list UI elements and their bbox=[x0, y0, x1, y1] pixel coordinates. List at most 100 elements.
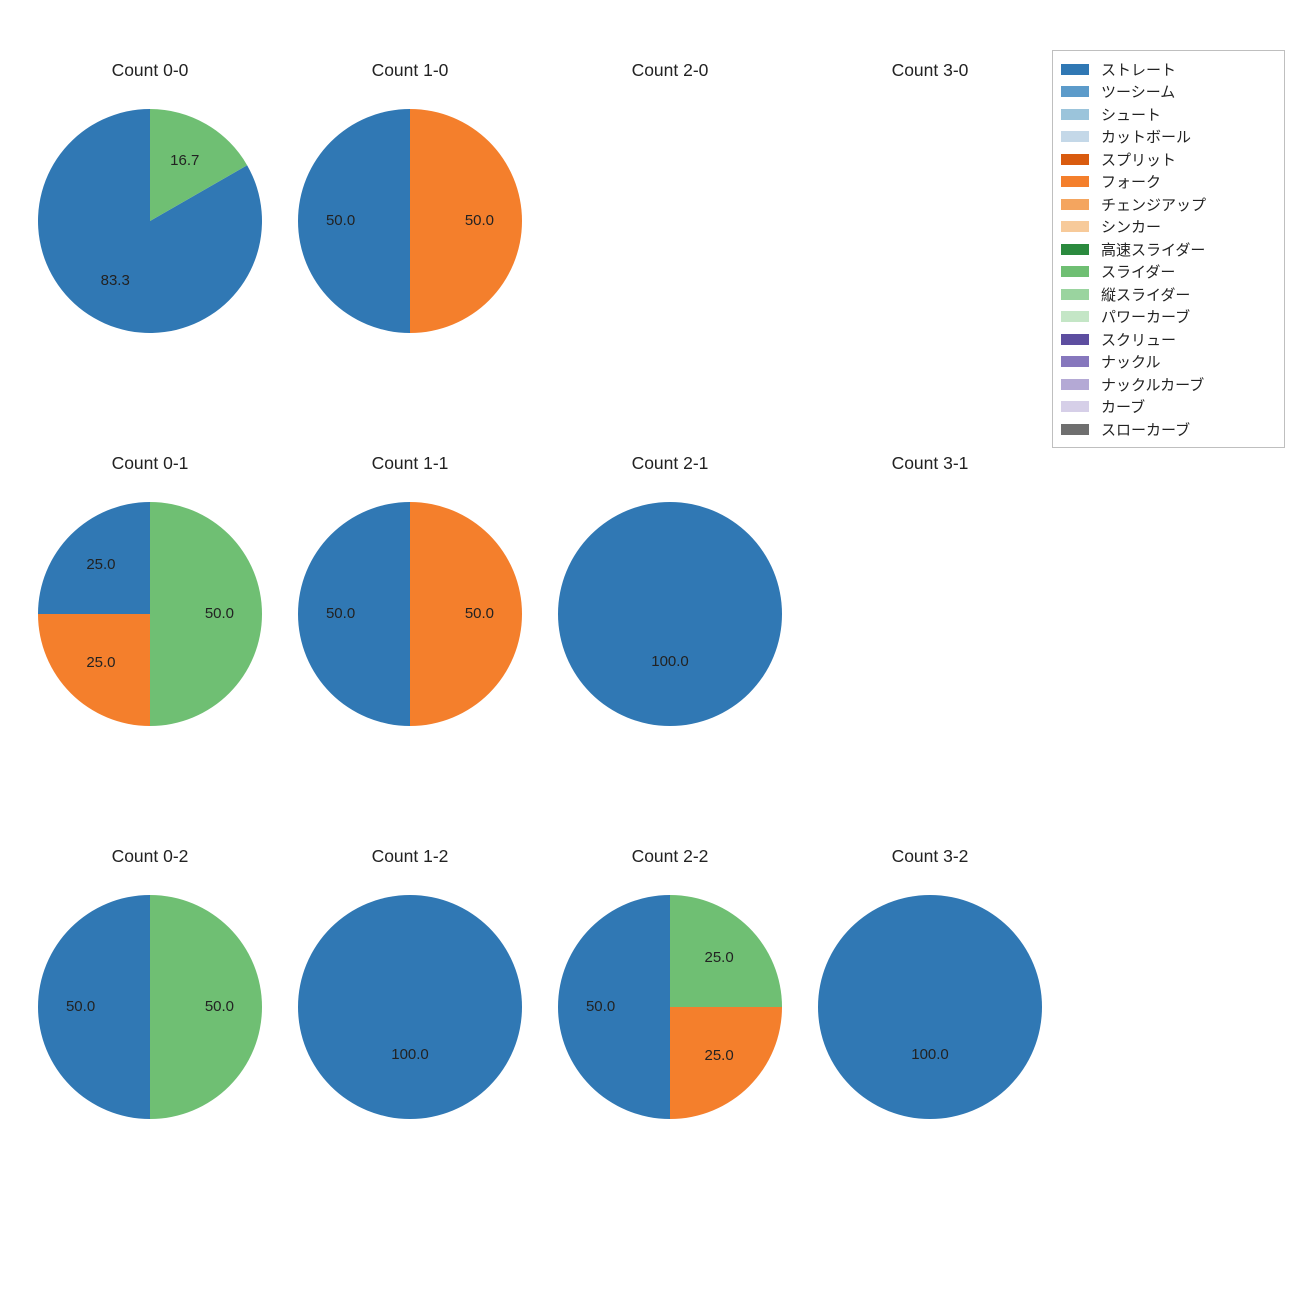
legend-label: 高速スライダー bbox=[1101, 239, 1205, 260]
svg-text:50.0: 50.0 bbox=[205, 605, 234, 622]
legend: ストレートツーシームシュートカットボールスプリットフォークチェンジアップシンカー… bbox=[1052, 50, 1285, 448]
svg-text:83.3: 83.3 bbox=[101, 272, 130, 289]
pie: 100.0 bbox=[818, 895, 1042, 1119]
legend-swatch bbox=[1061, 356, 1089, 367]
pie-cell: Count 2-1 100.0 bbox=[540, 453, 800, 726]
pie-cell: Count 2-250.025.025.0 bbox=[540, 846, 800, 1119]
legend-item: スローカーブ bbox=[1061, 419, 1276, 440]
legend-item: ストレート bbox=[1061, 59, 1276, 80]
legend-swatch bbox=[1061, 379, 1089, 390]
svg-text:100.0: 100.0 bbox=[911, 1046, 949, 1063]
pie: 50.050.0 bbox=[298, 502, 522, 726]
pie bbox=[558, 109, 782, 333]
pie-row: Count 0-083.316.7Count 1-050.050.0Count … bbox=[20, 60, 1060, 333]
legend-item: 高速スライダー bbox=[1061, 239, 1276, 260]
legend-swatch bbox=[1061, 424, 1089, 435]
legend-swatch bbox=[1061, 221, 1089, 232]
pie: 100.0 bbox=[558, 502, 782, 726]
svg-text:50.0: 50.0 bbox=[465, 212, 494, 229]
legend-label: カットボール bbox=[1101, 126, 1191, 147]
legend-label: 縦スライダー bbox=[1101, 284, 1190, 305]
legend-item: パワーカーブ bbox=[1061, 306, 1276, 327]
svg-text:50.0: 50.0 bbox=[205, 998, 234, 1015]
pie-row: Count 0-250.050.0Count 1-2100.0Count 2-2… bbox=[20, 846, 1060, 1119]
legend-label: シンカー bbox=[1101, 216, 1161, 237]
svg-text:50.0: 50.0 bbox=[66, 998, 95, 1015]
pie: 83.3 16.7 bbox=[38, 109, 262, 333]
pie-title: Count 0-2 bbox=[112, 846, 189, 867]
legend-label: チェンジアップ bbox=[1101, 194, 1206, 215]
pie-cell: Count 0-0 83.3 16.7 bbox=[20, 60, 280, 333]
pie-title: Count 3-0 bbox=[892, 60, 969, 81]
legend-item: ナックル bbox=[1061, 351, 1276, 372]
legend-item: スクリュー bbox=[1061, 329, 1276, 350]
pie-cell: Count 1-2 100.0 bbox=[280, 846, 540, 1119]
legend-label: ツーシーム bbox=[1101, 81, 1175, 102]
pie: 50.0 50.0 bbox=[38, 895, 262, 1119]
pie-cell: Count 0-1 25.0 25.0 50.0 bbox=[20, 453, 280, 726]
legend-swatch bbox=[1061, 266, 1089, 277]
legend-swatch bbox=[1061, 154, 1089, 165]
legend-label: スプリット bbox=[1101, 149, 1176, 170]
pie-title: Count 0-1 bbox=[112, 453, 189, 474]
legend-label: パワーカーブ bbox=[1101, 306, 1190, 327]
legend-swatch bbox=[1061, 311, 1089, 322]
chart-root: Count 0-083.316.7Count 1-050.050.0Count … bbox=[0, 0, 1300, 1300]
legend-label: スライダー bbox=[1101, 261, 1175, 282]
svg-text:25.0: 25.0 bbox=[704, 1047, 733, 1064]
legend-swatch bbox=[1061, 289, 1089, 300]
pie-cell: Count 3-2100.0 bbox=[800, 846, 1060, 1119]
pie bbox=[818, 502, 1042, 726]
svg-text:25.0: 25.0 bbox=[86, 654, 115, 671]
svg-text:16.7: 16.7 bbox=[170, 152, 199, 169]
legend-label: カーブ bbox=[1101, 396, 1145, 417]
legend-label: シュート bbox=[1101, 104, 1161, 125]
pie-title: Count 1-0 bbox=[372, 60, 449, 81]
pie: 100.0 bbox=[298, 895, 522, 1119]
legend-item: ツーシーム bbox=[1061, 81, 1276, 102]
pie: 25.0 25.0 50.0 bbox=[38, 502, 262, 726]
legend-label: スクリュー bbox=[1101, 329, 1176, 350]
pie: 50.0 25.0 25.0 bbox=[558, 895, 782, 1119]
legend-swatch bbox=[1061, 64, 1089, 75]
legend-item: スプリット bbox=[1061, 149, 1276, 170]
pie-title: Count 1-1 bbox=[372, 453, 449, 474]
pie-cell: Count 2-0 bbox=[540, 60, 800, 333]
pie-title: Count 3-1 bbox=[892, 453, 969, 474]
pie-title: Count 2-0 bbox=[632, 60, 709, 81]
legend-item: チェンジアップ bbox=[1061, 194, 1276, 215]
legend-item: シンカー bbox=[1061, 216, 1276, 237]
svg-text:50.0: 50.0 bbox=[586, 998, 615, 1015]
legend-swatch bbox=[1061, 401, 1089, 412]
legend-swatch bbox=[1061, 199, 1089, 210]
pie-cell: Count 3-1 bbox=[800, 453, 1060, 726]
pie-cell: Count 1-1 50.050.0 bbox=[280, 453, 540, 726]
pie-cell: Count 1-0 50.050.0 bbox=[280, 60, 540, 333]
pie bbox=[818, 109, 1042, 333]
svg-text:25.0: 25.0 bbox=[704, 949, 733, 966]
legend-swatch bbox=[1061, 176, 1089, 187]
legend-item: 縦スライダー bbox=[1061, 284, 1276, 305]
svg-text:50.0: 50.0 bbox=[326, 605, 355, 622]
legend-item: スライダー bbox=[1061, 261, 1276, 282]
legend-item: カットボール bbox=[1061, 126, 1276, 147]
pie-cell: Count 3-0 bbox=[800, 60, 1060, 333]
pie-title: Count 0-0 bbox=[112, 60, 189, 81]
pie: 50.050.0 bbox=[298, 109, 522, 333]
legend-label: ナックル bbox=[1101, 351, 1161, 372]
svg-text:25.0: 25.0 bbox=[86, 556, 115, 573]
pie-row: Count 0-125.025.050.0Count 1-150.050.0Co… bbox=[20, 453, 1060, 726]
legend-label: スローカーブ bbox=[1101, 419, 1190, 440]
pie-title: Count 2-1 bbox=[632, 453, 709, 474]
legend-label: ナックルカーブ bbox=[1101, 374, 1204, 395]
pie-title: Count 1-2 bbox=[372, 846, 449, 867]
legend-item: ナックルカーブ bbox=[1061, 374, 1276, 395]
pie-grid: Count 0-083.316.7Count 1-050.050.0Count … bbox=[20, 60, 1060, 1239]
svg-text:100.0: 100.0 bbox=[651, 653, 689, 670]
legend-swatch bbox=[1061, 131, 1089, 142]
svg-text:100.0: 100.0 bbox=[391, 1046, 429, 1063]
pie-cell: Count 0-2 50.0 50.0 bbox=[20, 846, 280, 1119]
legend-label: フォーク bbox=[1101, 171, 1161, 192]
legend-swatch bbox=[1061, 334, 1089, 345]
legend-item: シュート bbox=[1061, 104, 1276, 125]
